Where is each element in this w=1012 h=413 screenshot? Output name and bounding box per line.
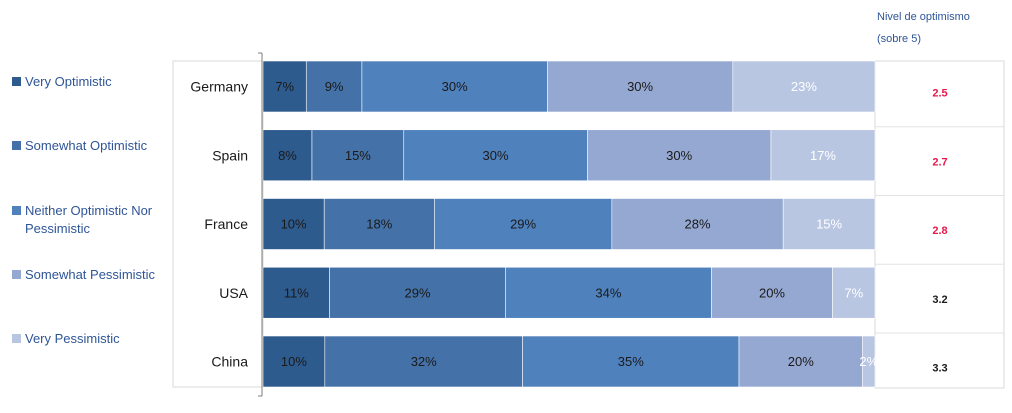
data-label: 2%: [859, 354, 878, 369]
bar-segment: [770, 129, 876, 182]
data-label: 11%: [284, 285, 309, 300]
legend-label: Very Pessimistic: [25, 331, 120, 346]
legend-label: Neither Optimistic Nor Pessimistic: [25, 203, 153, 236]
bar-segment: [782, 198, 876, 250]
optimism-score: 2.5: [932, 88, 947, 100]
bar-segment: [547, 60, 734, 113]
data-label: 34%: [595, 285, 621, 300]
data-label: 9%: [325, 79, 344, 94]
data-label: 17%: [810, 148, 836, 163]
data-label: 10%: [281, 354, 307, 369]
bar-segment: [862, 335, 876, 388]
bar-segment: [311, 129, 405, 182]
bar-segment: [611, 198, 784, 250]
legend-swatch: [12, 270, 21, 279]
bar-segment: [262, 335, 326, 388]
bar-segment: [732, 60, 876, 113]
bar-segment: [434, 198, 613, 250]
data-label: 20%: [759, 285, 785, 300]
bar-segment: [323, 198, 435, 250]
data-label: 18%: [366, 217, 392, 232]
optimism-score: 3.3: [932, 363, 947, 375]
data-label: 8%: [278, 148, 297, 163]
bar-segment: [587, 129, 772, 182]
bars-group: 7% 9% 30% 30% 23% 8% 15% 30% 30% 17% 10% 18% 29% 28% 1…: [262, 60, 879, 388]
category-label: France: [204, 216, 248, 232]
data-label: 7%: [275, 79, 294, 94]
optimism-score: 3.2: [932, 294, 947, 306]
score-table: 2.5 2.7 2.8 3.2 3.3: [932, 88, 947, 375]
optimism-header: Nivel de optimismo (sobre 5): [877, 6, 1007, 50]
data-label: 15%: [345, 148, 371, 163]
bar-segment: [505, 266, 712, 319]
data-label: 7%: [844, 285, 863, 300]
category-label: Spain: [212, 147, 248, 163]
optimism-score: 2.8: [932, 225, 947, 237]
legend-label: Very Optimistic: [25, 74, 112, 89]
legend-label: Somewhat Pessimistic: [25, 267, 156, 282]
legend-item: Somewhat Pessimistic: [12, 266, 160, 284]
legend-item: Very Pessimistic: [12, 330, 160, 348]
legend-swatch: [12, 334, 21, 343]
bar-segment: [262, 266, 330, 319]
bar-segment: [361, 60, 548, 113]
data-label: 32%: [411, 354, 437, 369]
bar-segment: [832, 266, 876, 319]
bar-segment: [329, 266, 506, 319]
data-label: 29%: [510, 217, 536, 232]
bar-segment: [262, 129, 313, 182]
legend: Very Optimistic Somewhat Optimistic Neithe…: [12, 0, 172, 413]
legend-swatch: [12, 141, 21, 150]
bar-segment: [738, 335, 863, 388]
category-label: USA: [219, 285, 248, 301]
legend-item: Very Optimistic: [12, 73, 160, 91]
data-label: 28%: [685, 217, 711, 232]
bar-segment: [305, 60, 363, 113]
optimism-header-line1: Nivel de optimismo: [877, 11, 970, 23]
optimism-header-line2: (sobre 5): [877, 33, 922, 45]
data-label: 23%: [791, 79, 817, 94]
data-label: 15%: [816, 217, 842, 232]
legend-swatch: [12, 77, 21, 86]
legend-swatch: [12, 206, 21, 215]
data-label: 30%: [666, 148, 692, 163]
data-label: 30%: [442, 79, 468, 94]
category-label: China: [211, 354, 248, 370]
legend-label: Somewhat Optimistic: [25, 138, 148, 153]
data-label: 35%: [618, 354, 644, 369]
bar-segment: [711, 266, 833, 319]
data-label: 10%: [281, 217, 307, 232]
optimism-score: 2.7: [932, 156, 947, 168]
data-label: 30%: [627, 79, 653, 94]
bar-segment: [262, 60, 307, 113]
bar-segment: [403, 129, 588, 182]
data-label: 29%: [404, 285, 430, 300]
category-label: Germany: [190, 79, 248, 95]
legend-item: Neither Optimistic Nor Pessimistic: [12, 202, 160, 238]
data-label: 30%: [483, 148, 509, 163]
bar-segment: [262, 198, 325, 250]
legend-item: Somewhat Optimistic: [12, 137, 160, 155]
category-labels: Germany Spain France USA China: [190, 79, 248, 370]
data-label: 20%: [788, 354, 814, 369]
